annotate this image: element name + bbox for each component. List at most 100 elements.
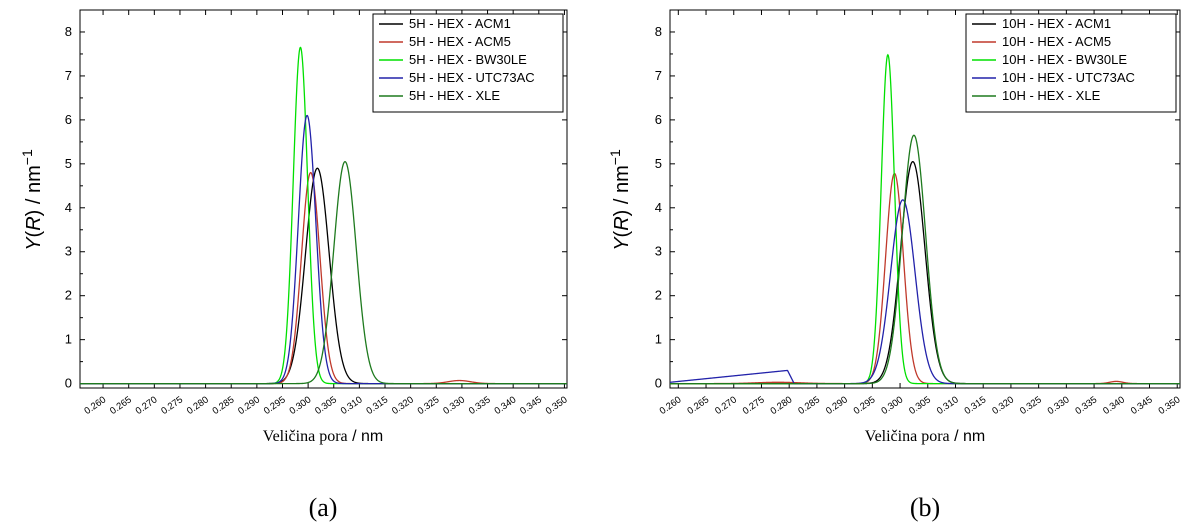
x-tick-label: 0.315 xyxy=(963,394,989,417)
y-axis-label-unit: / nm xyxy=(611,165,633,209)
x-tick-label: 0.350 xyxy=(544,394,570,417)
y-tick-label: 6 xyxy=(65,112,72,127)
x-tick-label: 0.325 xyxy=(1018,394,1044,417)
x-axis-label-unit: / nm xyxy=(348,428,384,445)
x-tick-label: 0.320 xyxy=(390,394,416,417)
y-tick-label: 8 xyxy=(655,24,662,39)
series-line xyxy=(670,172,1180,385)
x-tick-label: 0.270 xyxy=(134,394,160,417)
y-tick-label: 7 xyxy=(655,68,662,83)
y-axis-label-exponent: −1 xyxy=(607,149,623,165)
y-tick-label: 8 xyxy=(65,24,72,39)
legend-label: 10H - HEX - ACM1 xyxy=(1002,16,1111,31)
x-tick-label: 0.285 xyxy=(211,394,237,417)
x-tick-label: 0.335 xyxy=(1073,394,1099,417)
y-tick-label: 6 xyxy=(655,112,662,127)
x-tick-label: 0.310 xyxy=(935,394,961,417)
x-tick-label: 0.260 xyxy=(658,394,684,417)
plot-frame xyxy=(669,9,1181,389)
x-axis-label: Veličina pora / nm xyxy=(865,428,985,445)
y-axis-label: Y(R) / nm−1 xyxy=(607,149,633,251)
curves-group xyxy=(670,53,1180,385)
x-tick-label: 0.295 xyxy=(262,394,288,417)
x-tick-label: 0.340 xyxy=(493,394,519,417)
y-axis-label-exponent: −1 xyxy=(19,149,35,165)
y-axis-label-open: ( xyxy=(23,230,45,237)
y-tick-label: 3 xyxy=(65,244,72,259)
x-tick-label: 0.300 xyxy=(287,394,313,417)
x-axis-label-text: Veličina pora xyxy=(263,428,348,445)
y-tick-label: 5 xyxy=(655,156,662,171)
y-axis-label-open: ( xyxy=(611,230,633,237)
legend-label: 5H - HEX - XLE xyxy=(409,88,500,103)
series-line xyxy=(80,171,567,385)
y-tick-label: 3 xyxy=(655,244,662,259)
x-tick-label: 0.310 xyxy=(339,394,365,417)
y-axis-label-func: Y xyxy=(23,236,45,251)
y-tick-label: 7 xyxy=(65,68,72,83)
x-tick-label: 0.275 xyxy=(741,394,767,417)
y-tick-label: 4 xyxy=(655,200,662,215)
y-tick-label: 1 xyxy=(655,332,662,347)
x-tick-label: 0.265 xyxy=(108,394,134,417)
x-tick-label: 0.265 xyxy=(685,394,711,417)
y-tick-label: 2 xyxy=(655,288,662,303)
x-tick-label: 0.295 xyxy=(852,394,878,417)
x-tick-label: 0.280 xyxy=(769,394,795,417)
y-axis-label-unit: / nm xyxy=(23,165,45,209)
y-tick-label: 0 xyxy=(65,376,72,391)
y-tick-label: 0 xyxy=(655,376,662,391)
x-tick-label: 0.345 xyxy=(518,394,544,417)
x-tick-label: 0.330 xyxy=(441,394,467,417)
series-line xyxy=(80,160,567,385)
y-tick-label: 2 xyxy=(65,288,72,303)
x-tick-label: 0.260 xyxy=(82,394,108,417)
y-axis-label-var: R xyxy=(23,216,45,230)
curves-group xyxy=(80,46,567,385)
legend-label: 10H - HEX - BW30LE xyxy=(1002,52,1127,67)
legend-box xyxy=(965,13,1177,113)
x-tick-label: 0.290 xyxy=(824,394,850,417)
panel-a: 0 1 2 3 4 5 6 7 8 0.260 0.265 0.270 0.275 0.280 0.285 0… xyxy=(19,9,570,522)
x-tick-label: 0.300 xyxy=(879,394,905,417)
legend: 10H - HEX - ACM1 10H - HEX - ACM5 10H - HE… xyxy=(965,13,1177,113)
plot-frame xyxy=(79,9,568,389)
panel-caption-a: (a) xyxy=(309,493,338,522)
y-axis-label-close: ) xyxy=(23,210,45,217)
x-tick-label: 0.335 xyxy=(467,394,493,417)
legend-label: 10H - HEX - XLE xyxy=(1002,88,1101,103)
series-line xyxy=(80,114,567,385)
legend-label: 5H - HEX - BW30LE xyxy=(409,52,527,67)
x-tick-label: 0.345 xyxy=(1129,394,1155,417)
legend-label: 10H - HEX - ACM5 xyxy=(1002,34,1111,49)
x-tick-label: 0.280 xyxy=(185,394,211,417)
legend-label: 5H - HEX - ACM5 xyxy=(409,34,511,49)
x-tick-label: 0.325 xyxy=(416,394,442,417)
legend-label: 10H - HEX - UTC73AC xyxy=(1002,70,1135,85)
y-tick-label: 5 xyxy=(65,156,72,171)
x-axis-label-unit: / nm xyxy=(950,428,986,445)
legend-label: 5H - HEX - ACM1 xyxy=(409,16,511,31)
series-line xyxy=(670,134,1180,385)
y-axis-label-func: Y xyxy=(611,236,633,251)
x-tick-label: 0.320 xyxy=(990,394,1016,417)
legend: 5H - HEX - ACM1 5H - HEX - ACM5 5H - HEX -… xyxy=(372,13,564,113)
y-tick-label: 4 xyxy=(65,200,72,215)
legend-box xyxy=(372,13,564,113)
x-tick-label: 0.305 xyxy=(907,394,933,417)
y-axis-label: Y(R) / nm−1 xyxy=(19,149,45,251)
x-tick-label: 0.350 xyxy=(1157,394,1183,417)
y-axis-label-var: R xyxy=(611,216,633,230)
legend-label: 5H - HEX - UTC73AC xyxy=(409,70,535,85)
panel-caption-b: (b) xyxy=(910,493,940,522)
x-tick-label: 0.275 xyxy=(159,394,185,417)
x-tick-label: 0.340 xyxy=(1101,394,1127,417)
x-axis-label: Veličina pora / nm xyxy=(263,428,383,445)
x-tick-label: 0.305 xyxy=(313,394,339,417)
y-axis-label-close: ) xyxy=(611,210,633,217)
y-tick-label: 1 xyxy=(65,332,72,347)
x-tick-label: 0.285 xyxy=(796,394,822,417)
